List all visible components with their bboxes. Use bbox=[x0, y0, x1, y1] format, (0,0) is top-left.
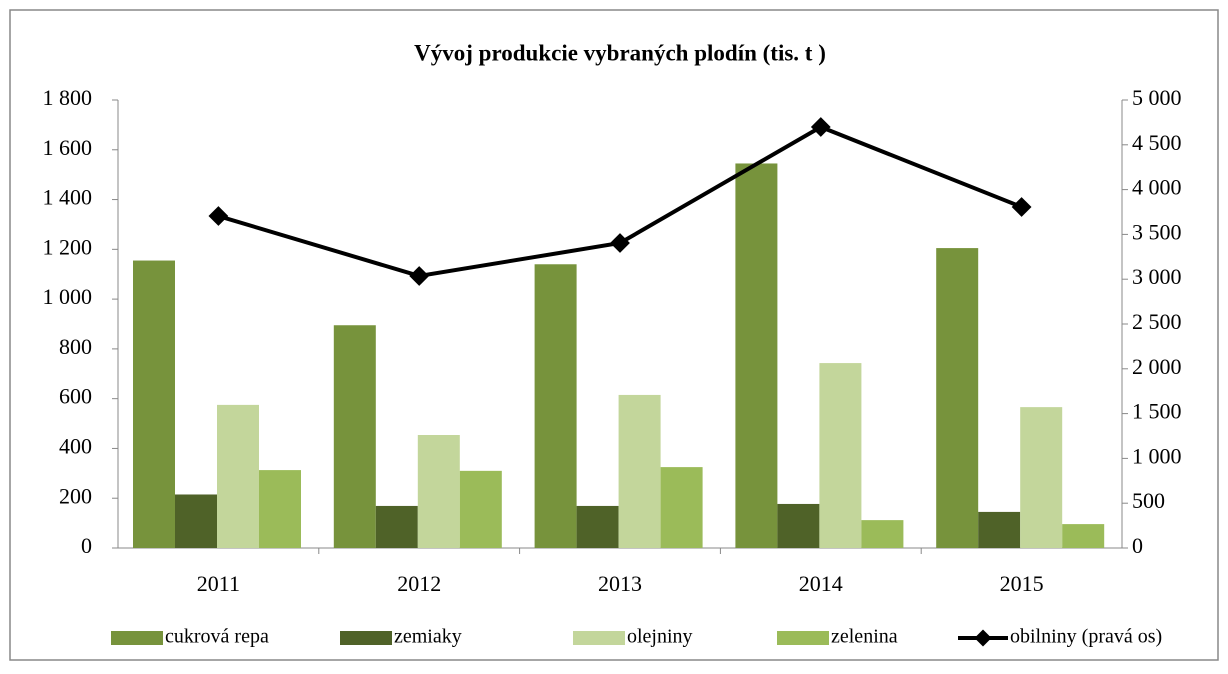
y2-tick-label: 0 bbox=[1132, 533, 1143, 558]
y2-tick-label: 3 000 bbox=[1132, 264, 1182, 289]
y-tick-label: 1 200 bbox=[43, 234, 93, 259]
bar bbox=[1062, 524, 1105, 548]
y2-tick-label: 5 000 bbox=[1132, 85, 1182, 110]
x-tick-label: 2014 bbox=[799, 571, 843, 596]
bar bbox=[1020, 407, 1063, 548]
legend-label: obilniny (pravá os) bbox=[1010, 626, 1162, 648]
y-tick-label: 1 800 bbox=[43, 85, 93, 110]
x-tick-label: 2012 bbox=[397, 571, 441, 596]
x-tick-label: 2015 bbox=[1000, 571, 1044, 596]
bar bbox=[978, 511, 1021, 548]
y-tick-label: 0 bbox=[81, 533, 92, 558]
y-tick-label: 800 bbox=[59, 334, 92, 359]
bar bbox=[534, 264, 577, 548]
legend-swatch bbox=[111, 631, 163, 645]
bar bbox=[259, 470, 301, 548]
bar bbox=[777, 503, 820, 548]
y2-tick-label: 1 500 bbox=[1132, 399, 1182, 424]
bar bbox=[660, 467, 703, 548]
bar bbox=[936, 248, 979, 549]
bar bbox=[861, 520, 904, 548]
y-tick-label: 1 400 bbox=[43, 185, 93, 210]
bar bbox=[819, 363, 862, 548]
y-tick-label: 600 bbox=[59, 384, 92, 409]
bar bbox=[175, 494, 217, 548]
bar bbox=[133, 260, 175, 548]
bar bbox=[333, 325, 376, 548]
y2-tick-label: 4 000 bbox=[1132, 175, 1182, 200]
legend-label: olejniny bbox=[627, 626, 693, 648]
marker bbox=[208, 206, 229, 226]
y2-tick-label: 1 000 bbox=[1132, 443, 1182, 468]
legend-swatch bbox=[777, 631, 829, 645]
y2-tick-label: 500 bbox=[1132, 488, 1165, 513]
legend-swatch bbox=[340, 631, 392, 645]
y2-tick-label: 2 000 bbox=[1132, 354, 1182, 379]
y2-tick-label: 4 500 bbox=[1132, 130, 1182, 155]
chart-title: Vývoj produkcie vybraných plodín (tis. t… bbox=[414, 40, 826, 65]
bar bbox=[417, 435, 460, 548]
legend-label: zelenina bbox=[831, 626, 898, 648]
bar bbox=[735, 163, 778, 548]
legend-label: zemiaky bbox=[394, 626, 462, 648]
y2-tick-label: 3 500 bbox=[1132, 219, 1182, 244]
y-tick-label: 1 000 bbox=[43, 284, 93, 309]
legend-swatch bbox=[573, 631, 625, 645]
y-tick-label: 1 600 bbox=[43, 135, 93, 160]
chart-frame bbox=[9, 9, 1219, 661]
legend-label: cukrová repa bbox=[165, 626, 269, 648]
marker bbox=[409, 266, 430, 286]
y2-tick-label: 2 500 bbox=[1132, 309, 1182, 334]
x-tick-label: 2011 bbox=[197, 571, 240, 596]
x-tick-label: 2013 bbox=[598, 571, 642, 596]
bar bbox=[217, 404, 259, 548]
legend-marker bbox=[974, 629, 992, 647]
bar bbox=[459, 470, 502, 548]
bar bbox=[375, 505, 418, 548]
bar bbox=[618, 394, 661, 548]
y-tick-label: 400 bbox=[59, 433, 92, 458]
y-tick-label: 200 bbox=[59, 483, 92, 508]
bar bbox=[576, 505, 619, 548]
